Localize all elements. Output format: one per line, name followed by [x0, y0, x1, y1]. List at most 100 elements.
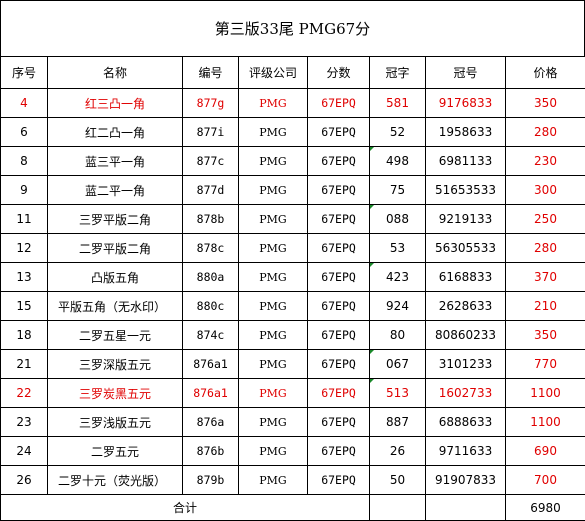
cell-prefix[interactable]: 75: [370, 176, 426, 205]
cell-code[interactable]: 878c: [183, 234, 239, 263]
cell-score[interactable]: 67EPQ: [308, 89, 370, 118]
cell-score[interactable]: 67EPQ: [308, 147, 370, 176]
cell-name[interactable]: 平版五角（无水印）: [48, 292, 183, 321]
cell-score[interactable]: 67EPQ: [308, 292, 370, 321]
cell-score[interactable]: 67EPQ: [308, 118, 370, 147]
cell-code[interactable]: 880a: [183, 263, 239, 292]
cell-code[interactable]: 878b: [183, 205, 239, 234]
cell-seq[interactable]: 6: [1, 118, 48, 147]
cell-serial[interactable]: 9711633: [426, 437, 506, 466]
cell-name[interactable]: 二罗平版二角: [48, 234, 183, 263]
cell-name[interactable]: 红三凸一角: [48, 89, 183, 118]
cell-score[interactable]: 67EPQ: [308, 408, 370, 437]
cell-prefix[interactable]: 088: [370, 205, 426, 234]
cell-seq[interactable]: 15: [1, 292, 48, 321]
cell-code[interactable]: 877c: [183, 147, 239, 176]
cell-score[interactable]: 67EPQ: [308, 234, 370, 263]
cell-name[interactable]: 三罗平版二角: [48, 205, 183, 234]
cell-serial[interactable]: 91907833: [426, 466, 506, 495]
cell-prefix[interactable]: 80: [370, 321, 426, 350]
cell-serial[interactable]: 2628633: [426, 292, 506, 321]
cell-code[interactable]: 876a: [183, 408, 239, 437]
cell-price[interactable]: 250: [506, 205, 585, 234]
cell-price[interactable]: 350: [506, 321, 585, 350]
cell-code[interactable]: 877d: [183, 176, 239, 205]
cell-score[interactable]: 67EPQ: [308, 466, 370, 495]
total-price[interactable]: 6980: [506, 495, 585, 521]
cell-seq[interactable]: 11: [1, 205, 48, 234]
cell-serial[interactable]: 3101233: [426, 350, 506, 379]
cell-company[interactable]: PMG: [239, 350, 308, 379]
cell-code[interactable]: 874c: [183, 321, 239, 350]
cell-price[interactable]: 1100: [506, 379, 585, 408]
cell-name[interactable]: 二罗十元（荧光版）: [48, 466, 183, 495]
total-empty-cell[interactable]: [370, 495, 426, 521]
cell-prefix[interactable]: 498: [370, 147, 426, 176]
cell-price[interactable]: 370: [506, 263, 585, 292]
cell-serial[interactable]: 6888633: [426, 408, 506, 437]
cell-name[interactable]: 蓝三平一角: [48, 147, 183, 176]
cell-name[interactable]: 二罗五元: [48, 437, 183, 466]
cell-price[interactable]: 350: [506, 89, 585, 118]
total-empty-cell[interactable]: [426, 495, 506, 521]
cell-prefix[interactable]: 52: [370, 118, 426, 147]
cell-score[interactable]: 67EPQ: [308, 379, 370, 408]
cell-score[interactable]: 67EPQ: [308, 437, 370, 466]
cell-company[interactable]: PMG: [239, 379, 308, 408]
header-company[interactable]: 评级公司: [239, 57, 308, 89]
cell-name[interactable]: 二罗五星一元: [48, 321, 183, 350]
cell-prefix[interactable]: 53: [370, 234, 426, 263]
cell-name[interactable]: 三罗浅版五元: [48, 408, 183, 437]
cell-prefix[interactable]: 50: [370, 466, 426, 495]
cell-company[interactable]: PMG: [239, 437, 308, 466]
header-code[interactable]: 编号: [183, 57, 239, 89]
header-prefix[interactable]: 冠字: [370, 57, 426, 89]
cell-serial[interactable]: 80860233: [426, 321, 506, 350]
cell-company[interactable]: PMG: [239, 234, 308, 263]
cell-seq[interactable]: 22: [1, 379, 48, 408]
sheet-title[interactable]: 第三版33尾 PMG67分: [0, 0, 585, 56]
cell-serial[interactable]: 56305533: [426, 234, 506, 263]
cell-seq[interactable]: 21: [1, 350, 48, 379]
cell-prefix[interactable]: 26: [370, 437, 426, 466]
cell-price[interactable]: 230: [506, 147, 585, 176]
cell-seq[interactable]: 9: [1, 176, 48, 205]
cell-name[interactable]: 三罗深版五元: [48, 350, 183, 379]
cell-price[interactable]: 1100: [506, 408, 585, 437]
cell-company[interactable]: PMG: [239, 147, 308, 176]
cell-price[interactable]: 770: [506, 350, 585, 379]
cell-serial[interactable]: 1958633: [426, 118, 506, 147]
cell-prefix[interactable]: 887: [370, 408, 426, 437]
cell-company[interactable]: PMG: [239, 118, 308, 147]
cell-seq[interactable]: 8: [1, 147, 48, 176]
cell-seq[interactable]: 18: [1, 321, 48, 350]
cell-prefix[interactable]: 423: [370, 263, 426, 292]
cell-prefix[interactable]: 067: [370, 350, 426, 379]
cell-serial[interactable]: 1602733: [426, 379, 506, 408]
cell-price[interactable]: 690: [506, 437, 585, 466]
cell-code[interactable]: 877g: [183, 89, 239, 118]
cell-seq[interactable]: 23: [1, 408, 48, 437]
cell-company[interactable]: PMG: [239, 263, 308, 292]
header-price[interactable]: 价格: [506, 57, 585, 89]
cell-score[interactable]: 67EPQ: [308, 205, 370, 234]
cell-name[interactable]: 蓝二平一角: [48, 176, 183, 205]
cell-price[interactable]: 280: [506, 234, 585, 263]
cell-prefix[interactable]: 581: [370, 89, 426, 118]
cell-score[interactable]: 67EPQ: [308, 176, 370, 205]
cell-name[interactable]: 凸版五角: [48, 263, 183, 292]
cell-seq[interactable]: 24: [1, 437, 48, 466]
cell-seq[interactable]: 13: [1, 263, 48, 292]
cell-company[interactable]: PMG: [239, 176, 308, 205]
cell-score[interactable]: 67EPQ: [308, 350, 370, 379]
cell-company[interactable]: PMG: [239, 205, 308, 234]
cell-serial[interactable]: 6981133: [426, 147, 506, 176]
cell-company[interactable]: PMG: [239, 321, 308, 350]
total-label[interactable]: 合计: [1, 495, 370, 521]
cell-code[interactable]: 879b: [183, 466, 239, 495]
cell-prefix[interactable]: 924: [370, 292, 426, 321]
cell-serial[interactable]: 9176833: [426, 89, 506, 118]
cell-serial[interactable]: 9219133: [426, 205, 506, 234]
cell-code[interactable]: 880c: [183, 292, 239, 321]
cell-company[interactable]: PMG: [239, 466, 308, 495]
